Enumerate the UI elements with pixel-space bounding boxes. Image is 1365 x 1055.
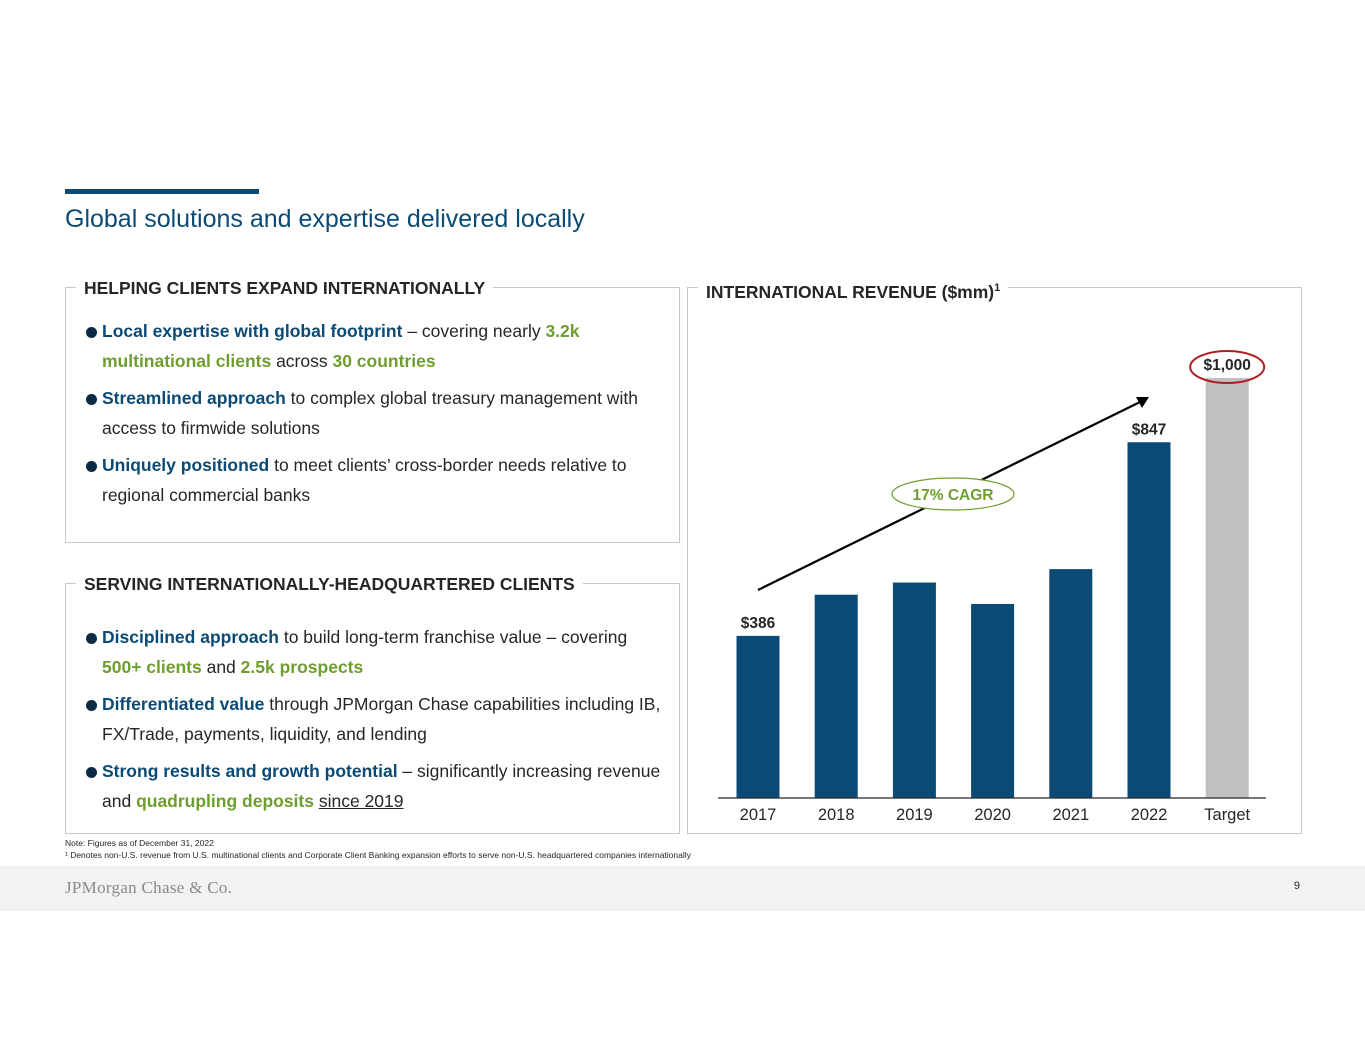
data-label: $386 xyxy=(741,615,776,632)
page-number: 9 xyxy=(1293,880,1300,892)
x-tick-label: 2018 xyxy=(818,806,855,824)
x-tick-label: 2017 xyxy=(740,806,777,824)
list-item: Uniquely positioned to meet clients’ cro… xyxy=(86,450,666,510)
bullet-icon xyxy=(86,461,97,472)
bar-2017 xyxy=(736,635,780,798)
list-item: Disciplined approach to build long-term … xyxy=(86,622,666,682)
bullet-icon xyxy=(86,767,97,778)
international-revenue-panel: INTERNATIONAL REVENUE ($mm)1 xyxy=(687,277,1302,834)
bar-2019 xyxy=(892,582,936,798)
bar-target xyxy=(1205,378,1249,798)
x-tick-label: 2022 xyxy=(1131,806,1168,824)
footer: JPMorgan Chase & Co. 9 xyxy=(0,866,1365,911)
chart-heading: INTERNATIONAL REVENUE ($mm)1 xyxy=(698,277,1009,303)
list-item: Strong results and growth potential – si… xyxy=(86,756,666,816)
cagr-annotation-bubble xyxy=(891,477,1015,511)
panel-heading: HELPING CLIENTS EXPAND INTERNATIONALLY xyxy=(76,277,494,299)
list-item: Streamlined approach to complex global t… xyxy=(86,383,666,443)
footnote-note: Note: Figures as of December 31, 2022 xyxy=(65,838,214,848)
panel-heading: SERVING INTERNATIONALLY-HEADQUARTERED CL… xyxy=(76,573,583,595)
bullet-icon xyxy=(86,700,97,711)
serving-clients-panel: SERVING INTERNATIONALLY-HEADQUARTERED CL… xyxy=(65,573,680,834)
page-title: Global solutions and expertise delivered… xyxy=(65,205,585,233)
x-tick-label: 2019 xyxy=(896,806,933,824)
footnote-1: ¹ Denotes non-U.S. revenue from U.S. mul… xyxy=(65,850,691,860)
x-tick-label: 2021 xyxy=(1052,806,1089,824)
list-item: Local expertise with global footprint – … xyxy=(86,316,666,376)
bar-2018 xyxy=(814,594,858,798)
bar-2020 xyxy=(971,603,1015,798)
company-logo: JPMorgan Chase & Co. xyxy=(65,878,233,897)
target-highlight-ellipse xyxy=(1189,350,1266,384)
bar-2022 xyxy=(1127,442,1171,798)
data-label: $1,000 xyxy=(1203,357,1250,374)
bar-2021 xyxy=(1049,569,1093,798)
bullet-list: Local expertise with global footprint – … xyxy=(86,316,666,517)
title-accent-bar xyxy=(65,189,259,194)
x-tick-label: Target xyxy=(1204,806,1250,824)
x-tick-label: 2020 xyxy=(974,806,1011,824)
bullet-icon xyxy=(86,327,97,338)
data-label: $847 xyxy=(1132,421,1166,438)
cagr-annotation-text: 17% CAGR xyxy=(913,487,994,504)
helping-clients-panel: HELPING CLIENTS EXPAND INTERNATIONALLY L… xyxy=(65,277,680,543)
list-item: Differentiated value through JPMorgan Ch… xyxy=(86,689,666,749)
bullet-icon xyxy=(86,633,97,644)
bullet-icon xyxy=(86,394,97,405)
bullet-list: Disciplined approach to build long-term … xyxy=(86,622,666,823)
cagr-arrow-head xyxy=(1136,397,1149,408)
